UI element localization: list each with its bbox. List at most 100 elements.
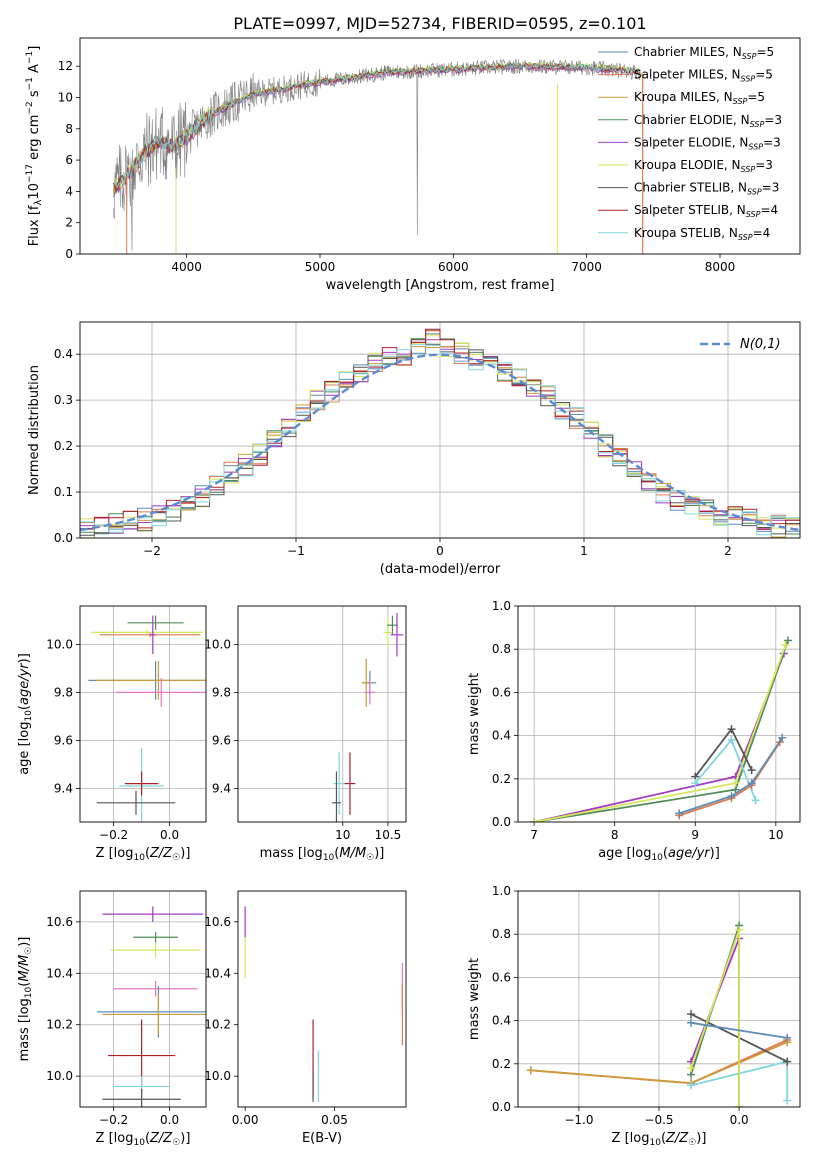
gaussian-curve	[80, 353, 800, 532]
errorbar-point	[133, 932, 178, 943]
weight-marker	[727, 735, 736, 744]
y-tick-label: 10.2	[46, 1018, 73, 1032]
y-tick-label: 10.0	[46, 1069, 73, 1083]
errorbar-point	[127, 615, 184, 630]
axes-mass_vs_Z: −0.2 0.010.010.210.410.6Z [log10(Z/Z☉)]ma…	[17, 890, 207, 1148]
label-part: SSP	[750, 120, 765, 129]
figure-title: PLATE=0997, MJD=52734, FIBERID=0595, z=0…	[233, 14, 646, 33]
legend-label: Chabrier ELODIE, NSSP=3	[634, 113, 782, 129]
plot-area-spectrum	[112, 58, 644, 254]
spectrum-data-line	[113, 58, 640, 251]
label-part: )]	[710, 846, 720, 861]
label-part: )]	[180, 1131, 190, 1146]
x-tick-label: 0.0	[160, 1113, 179, 1127]
y-tick-label: 0.4	[54, 347, 73, 361]
label-part: =5	[755, 68, 773, 82]
x-tick-label: 10	[768, 828, 783, 842]
y-tick-label: 0.1	[54, 485, 73, 499]
label-part: )]	[374, 846, 384, 861]
x-tick-label: −0.2	[99, 828, 128, 842]
label-part: SSP	[748, 142, 763, 151]
legend-label: N(0,1)	[740, 337, 781, 352]
x-axis-label: Z [log10(Z/Z☉)]	[96, 846, 191, 863]
x-tick-label: 0.0	[730, 1113, 749, 1127]
y-tick-label: 10.0	[204, 637, 231, 651]
x-tick-label: −0.2	[99, 1113, 128, 1127]
legend-label: Salpeter ELODIE, NSSP=3	[634, 135, 781, 151]
y-axis-label: mass weight	[467, 958, 482, 1040]
y-tick-label: 0.0	[492, 1100, 511, 1114]
label-part: SSP	[747, 188, 762, 197]
x-tick-label: −2	[143, 544, 161, 558]
label-part: 10	[27, 183, 42, 200]
legend: N(0,1)	[700, 337, 781, 352]
weight-marker	[530, 818, 539, 822]
x-tick-label: 10.5	[375, 828, 402, 842]
weight-marker	[747, 766, 756, 775]
label-part: SSP	[733, 97, 748, 106]
y-tick-label: 10.6	[46, 915, 73, 929]
label-part: =3	[755, 158, 773, 172]
x-tick-label: 8000	[705, 260, 736, 274]
x-tick-label: 0.00	[232, 1113, 259, 1127]
label-part: M/M	[17, 955, 32, 982]
y-tick-label: 10.6	[204, 915, 231, 929]
weight-marker	[783, 1057, 792, 1066]
x-axis-label: E(B-V)	[302, 1131, 342, 1146]
label-part: λ	[33, 199, 44, 205]
label-part: Z/Z	[149, 1131, 173, 1146]
label-part: 10	[651, 853, 663, 863]
label-part: =5	[747, 90, 765, 104]
label-part: 10	[323, 853, 335, 863]
label-part: SSP	[742, 52, 757, 61]
weight-marker	[687, 1018, 696, 1027]
weight-line	[690, 1021, 788, 1039]
label-part: =5	[756, 45, 774, 59]
label-part: age [log	[17, 722, 32, 775]
label-part: ☉	[688, 1138, 696, 1148]
errorbar-point	[96, 661, 206, 700]
label-part: =3	[764, 113, 782, 127]
plot-area-mass_vs_Z	[80, 891, 206, 1107]
legend-item: Chabrier MILES, NSSP=5	[598, 45, 774, 61]
weight-marker	[727, 725, 736, 734]
errorbar-point	[91, 630, 204, 635]
histogram-step	[80, 328, 800, 530]
y-tick-label: 0.8	[492, 642, 511, 656]
x-axis-label: Z [log10(Z/Z☉)]	[612, 1131, 707, 1148]
axes-frame	[79, 890, 207, 1108]
label-part: 10	[24, 710, 34, 722]
y-tick-label: 9.8	[54, 685, 73, 699]
weight-marker	[735, 1103, 744, 1107]
label-part: Chabrier MILES, N	[634, 45, 742, 59]
label-part: ]	[27, 46, 42, 51]
label-part: Z [log	[96, 1131, 134, 1146]
x-tick-label: −0.5	[644, 1113, 673, 1127]
plot-area-age_vs_mass	[238, 606, 406, 822]
label-part: Z/Z	[149, 846, 173, 861]
x-axis-label: wavelength [Angstrom, rest frame]	[326, 278, 555, 293]
y-tick-label: 4	[65, 184, 73, 198]
y-tick-label: 9.8	[212, 685, 231, 699]
label-part: −17	[25, 164, 35, 183]
plot-area-weight_vs_Z	[518, 891, 800, 1107]
y-tick-label: 2	[65, 216, 73, 230]
label-part: erg cm	[27, 115, 42, 164]
label-part: ☉	[24, 947, 34, 955]
label-part: =3	[763, 135, 781, 149]
errorbar-point	[344, 752, 356, 815]
weight-line	[690, 938, 740, 1107]
label-part: (	[17, 705, 32, 710]
y-tick-label: 0.2	[54, 439, 73, 453]
label-part: SSP	[741, 75, 756, 84]
axes-mass_vs_ebv: 0.00 0.05 10.0 10.2 10.4 10.6 E(B-V)	[204, 890, 407, 1146]
y-axis-label: age [log10(age/yr)]	[17, 653, 34, 775]
x-tick-label: 7000	[571, 260, 602, 274]
label-part: s	[27, 90, 42, 101]
label-part: −1	[25, 77, 35, 90]
plot-area-age_vs_Z	[80, 606, 206, 822]
label-part: mass [log	[260, 846, 323, 861]
